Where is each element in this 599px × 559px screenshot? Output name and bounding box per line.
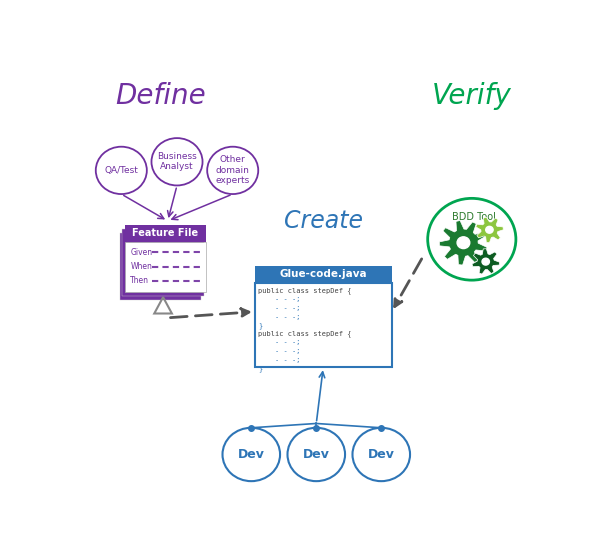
Text: Dev: Dev (303, 448, 329, 461)
Text: Other
domain
experts: Other domain experts (216, 155, 250, 185)
FancyBboxPatch shape (125, 241, 206, 292)
Text: QA/Test: QA/Test (104, 166, 138, 175)
Polygon shape (476, 217, 503, 243)
Text: Glue-code.java: Glue-code.java (279, 269, 367, 280)
FancyBboxPatch shape (120, 233, 201, 300)
Text: Create: Create (284, 209, 363, 233)
Text: Then: Then (131, 276, 149, 285)
Text: Dev: Dev (238, 448, 265, 461)
Text: - - -;: - - -; (259, 339, 301, 345)
Text: - - -;: - - -; (259, 314, 301, 320)
Circle shape (486, 226, 493, 233)
Text: - - -;: - - -; (259, 348, 301, 354)
Circle shape (482, 258, 489, 265)
Text: BDD Tool: BDD Tool (452, 212, 496, 222)
FancyBboxPatch shape (122, 229, 204, 296)
Text: Given: Given (131, 248, 153, 257)
Text: public class stepDef {: public class stepDef { (259, 331, 352, 338)
Polygon shape (439, 221, 487, 265)
Text: Business
Analyst: Business Analyst (157, 152, 197, 172)
FancyBboxPatch shape (255, 282, 392, 367)
Text: Dev: Dev (368, 448, 395, 461)
Text: Verify: Verify (432, 82, 512, 110)
Text: When: When (131, 262, 152, 271)
Text: }: } (259, 322, 263, 329)
Text: Define: Define (116, 82, 206, 110)
Text: - - -;: - - -; (259, 296, 301, 302)
FancyBboxPatch shape (255, 266, 392, 282)
Text: }: } (259, 365, 263, 372)
Text: Feature File: Feature File (132, 229, 198, 239)
FancyBboxPatch shape (125, 225, 206, 241)
Polygon shape (472, 249, 500, 274)
Circle shape (457, 237, 470, 249)
Text: public class stepDef {: public class stepDef { (259, 288, 352, 295)
Text: - - -;: - - -; (259, 305, 301, 311)
Text: - - -;: - - -; (259, 357, 301, 363)
